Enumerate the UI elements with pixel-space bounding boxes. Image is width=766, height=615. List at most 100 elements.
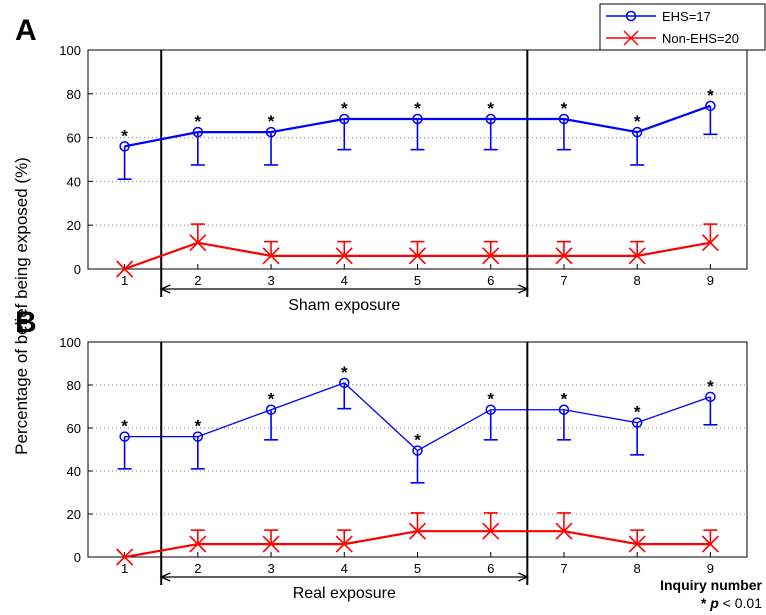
x-tick-label: 3 [267,273,274,288]
non-ehs-marker [628,247,646,265]
x-tick-label: 5 [414,561,421,576]
x-tick-label: 7 [560,561,567,576]
ehs-marker [631,417,643,428]
ehs-marker [412,445,423,456]
x-axis-label: Inquiry number [660,577,762,593]
non-ehs-marker [482,247,500,265]
y-tick-label: 40 [67,174,81,189]
x-tick-label: 7 [560,273,567,288]
significance-star: * [707,377,714,396]
ehs-marker [119,431,130,442]
non-ehs-marker [262,535,280,553]
significance-star: * [634,403,641,422]
legend-marker [623,30,639,46]
panel-letter: A [15,14,37,47]
ehs-marker [485,404,496,415]
legend: EHS=17 Non-EHS=20 [599,3,766,51]
y-tick-label: 60 [67,131,81,146]
non-ehs-marker [555,522,573,540]
panel-b: B 0 20 40 60 80 100 1 2 3 4 5 6 7 8 9 Real exposure * * * * *… [15,306,748,602]
x-tick-label: 8 [634,273,641,288]
marker-stroke [628,247,646,265]
marker-stroke [189,535,207,553]
y-axis-label: Percentage of belief being exposed (%) [12,157,31,455]
marker-stroke [555,247,573,265]
ehs-marker [705,100,716,112]
marker-stroke [408,247,427,265]
significance-star: * [561,390,568,409]
non-ehs-marker [116,260,134,278]
significance-star: * [561,99,568,118]
significance-footnote: * p < 0.01 [701,595,762,611]
significance-star: * [487,99,494,118]
y-tick-label: 0 [74,262,81,277]
y-tick-label: 80 [67,87,81,102]
non-ehs-marker [482,522,500,540]
panel-a: A 0 20 40 60 80 100 1 2 3 4 5 6 7 8 9 Sham exposure * * * * *… [15,3,766,314]
ehs-marker [265,404,277,415]
y-tick-label: 100 [59,43,81,58]
marker-stroke [482,247,500,265]
y-tick-label: 0 [74,550,81,565]
ehs-marker [558,404,570,415]
legend-label: Non-EHS=20 [662,31,739,46]
non-ehs-marker [408,522,427,540]
ehs-marker [339,377,350,389]
legend-marker [625,10,637,22]
y-tick-label: 20 [67,507,81,522]
x-tick-label: 6 [487,273,494,288]
y-tick-label: 20 [67,218,81,233]
ehs-marker [485,113,496,125]
arrow-right-head [518,572,529,582]
arrow-left-head [159,284,171,294]
non-ehs-marker [408,247,427,265]
significance-star: * [121,417,128,436]
x-tick-label: 9 [707,273,714,288]
ehs-marker [558,113,570,125]
marker-stroke [116,260,134,278]
significance-star: * [341,363,348,382]
x-tick-label: 5 [414,273,421,288]
arrow-right-head [518,284,529,294]
x-tick-label: 3 [267,561,274,576]
non-ehs-marker [189,535,207,553]
significance-star: * [195,112,202,131]
exposure-label: Real exposure [293,585,396,602]
non-ehs-marker [189,234,207,252]
axes-frame [87,49,748,270]
marker-stroke [262,535,280,553]
marker-stroke [189,234,207,252]
legend-label: EHS=17 [662,9,711,24]
x-tick-label: 9 [707,561,714,576]
significance-star: * [414,431,421,450]
marker-stroke [628,535,646,553]
x-tick-label: 2 [194,561,201,576]
marker-stroke [116,548,134,566]
x-tick-label: 2 [194,273,201,288]
x-tick-label: 4 [341,561,348,576]
non-ehs-marker [701,234,719,252]
significance-star: * [121,126,128,145]
ehs-marker [119,141,130,152]
y-tick-label: 100 [59,335,81,350]
ehs-marker [192,431,204,442]
exposure-label: Sham exposure [288,297,400,314]
non-ehs-marker [335,247,353,265]
marker-stroke [262,247,280,265]
ehs-marker [265,126,277,138]
panel-letter: B [15,306,37,339]
marker-stroke [701,535,719,553]
ehs-marker [192,126,204,138]
marker-stroke [482,522,500,540]
marker-stroke [335,247,353,265]
significance-star: * [195,417,202,436]
x-tick-label: 6 [487,561,494,576]
marker-stroke [701,234,719,252]
y-tick-label: 80 [67,378,81,393]
significance-star: * [268,112,275,131]
marker-stroke [335,535,353,553]
x-tick-label: 4 [341,273,348,288]
significance-star: * [414,99,421,118]
significance-star: * [268,390,275,409]
